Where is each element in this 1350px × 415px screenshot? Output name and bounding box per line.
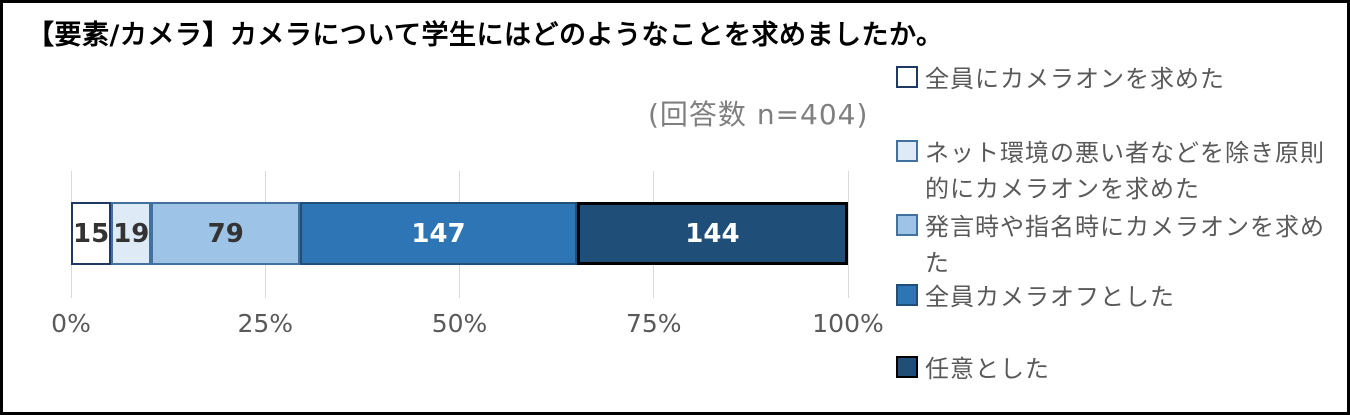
bar-segment-value: 15 (73, 218, 110, 249)
stacked-bar: 15 19 79 147 144 (71, 202, 848, 265)
bar-segment-value: 144 (685, 218, 740, 249)
legend-item-3: 発言時や指名時にカメラオンを求めた (896, 209, 1347, 281)
legend-item-label: 任意とした (925, 355, 1050, 383)
bar-segment-2: 19 (111, 202, 152, 265)
legend-item-label: ネット環境の悪い者などを除き原則的にカメラオンを求めた (925, 139, 1325, 203)
legend-item-label: 発言時や指名時にカメラオンを求めた (925, 213, 1325, 277)
legend-item-1: 全員にカメラオンを求めた (896, 61, 1347, 97)
legend-item-label: 全員にカメラオンを求めた (925, 65, 1225, 93)
x-tick-label: 100% (812, 309, 884, 338)
chart-title: 【要素/カメラ】カメラについて学生にはどのようなことを求めましたか。 (27, 20, 944, 51)
bar-segment-4: 147 (300, 202, 577, 265)
legend-item-5: 任意とした (896, 351, 1347, 387)
response-count-label: (回答数 n=404) (648, 98, 869, 131)
legend-swatch-icon (896, 284, 918, 306)
bar-segment-value: 79 (207, 218, 244, 249)
x-tick-label: 75% (625, 309, 682, 338)
legend: 全員にカメラオンを求めたネット環境の悪い者などを除き原則的にカメラオンを求めた発… (896, 3, 1347, 412)
bar-segment-value: 147 (411, 218, 466, 249)
legend-item-4: 全員カメラオフとした (896, 279, 1347, 315)
gridline-100% (847, 171, 849, 298)
x-tick-label: 50% (431, 309, 488, 338)
legend-swatch-icon (896, 356, 918, 378)
legend-swatch-icon (896, 214, 918, 236)
plot-area: 15 19 79 147 144 (70, 171, 849, 298)
bar-segment-1: 15 (71, 202, 112, 265)
x-tick-label: 0% (51, 309, 91, 338)
legend-swatch-icon (896, 140, 918, 162)
x-axis: 0% 25% 50% 75% 100% (51, 309, 884, 343)
legend-item-2: ネット環境の悪い者などを除き原則的にカメラオンを求めた (896, 135, 1347, 207)
bar-segment-5: 144 (576, 202, 848, 265)
bar-segment-value: 19 (113, 218, 150, 249)
bar-segment-3: 79 (151, 202, 301, 265)
x-tick-label: 25% (237, 309, 294, 338)
legend-item-label: 全員カメラオフとした (925, 283, 1175, 311)
legend-swatch-icon (896, 66, 918, 88)
